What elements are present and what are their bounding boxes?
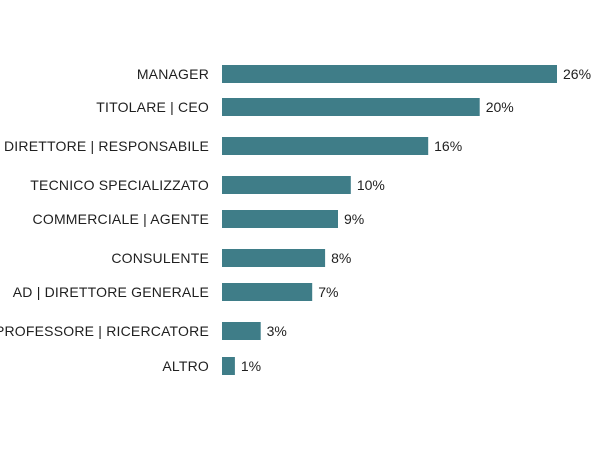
value-label: 8% <box>331 250 351 266</box>
category-label: ALTRO <box>162 358 209 374</box>
value-label: 1% <box>241 358 261 374</box>
bar <box>222 322 261 340</box>
value-label: 26% <box>563 66 591 82</box>
category-label: MANAGER <box>137 66 209 82</box>
bar <box>222 357 235 375</box>
category-label: DIRETTORE | RESPONSABILE <box>4 138 209 154</box>
category-label: TITOLARE | CEO <box>96 99 209 115</box>
bar <box>222 210 338 228</box>
category-label: COMMERCIALE | AGENTE <box>33 211 209 227</box>
bar <box>222 98 480 116</box>
category-labels: MANAGER TITOLARE | CEO DIRETTORE | RESPONS… <box>0 66 209 374</box>
category-label: PROFESSORE | RICERCATORE <box>0 323 209 339</box>
bar <box>222 283 313 301</box>
value-label: 16% <box>434 138 462 154</box>
value-label: 10% <box>357 177 385 193</box>
category-label: AD | DIRETTORE GENERALE <box>13 284 209 300</box>
bar <box>222 176 351 194</box>
bars <box>222 65 557 375</box>
bar <box>222 249 326 267</box>
value-label: 9% <box>344 211 364 227</box>
bar <box>222 65 557 83</box>
bar <box>222 137 429 155</box>
category-label: TECNICO SPECIALIZZATO <box>30 177 209 193</box>
value-label: 3% <box>267 323 287 339</box>
category-label: CONSULENTE <box>111 250 209 266</box>
value-label: 7% <box>318 284 338 300</box>
value-labels: 26% 20% 16% 10% 9% 8% 7% 3% 1% <box>241 66 591 374</box>
value-label: 20% <box>486 99 514 115</box>
